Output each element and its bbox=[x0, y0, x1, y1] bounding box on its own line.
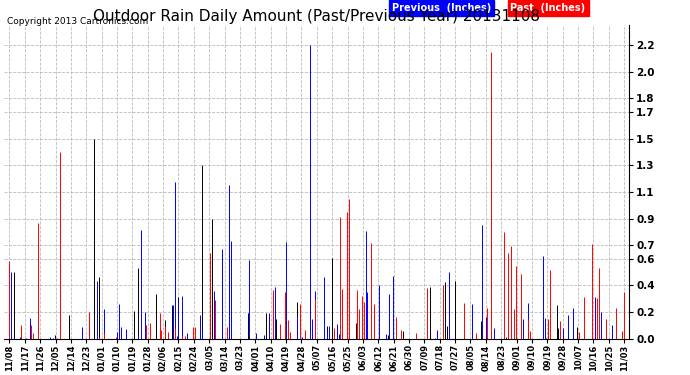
Text: Copyright 2013 Cartronics.com: Copyright 2013 Cartronics.com bbox=[7, 17, 148, 26]
Text: Previous  (Inches): Previous (Inches) bbox=[392, 3, 491, 13]
Text: Past  (Inches): Past (Inches) bbox=[511, 3, 586, 13]
Title: Outdoor Rain Daily Amount (Past/Previous Year) 20131108: Outdoor Rain Daily Amount (Past/Previous… bbox=[93, 9, 540, 24]
